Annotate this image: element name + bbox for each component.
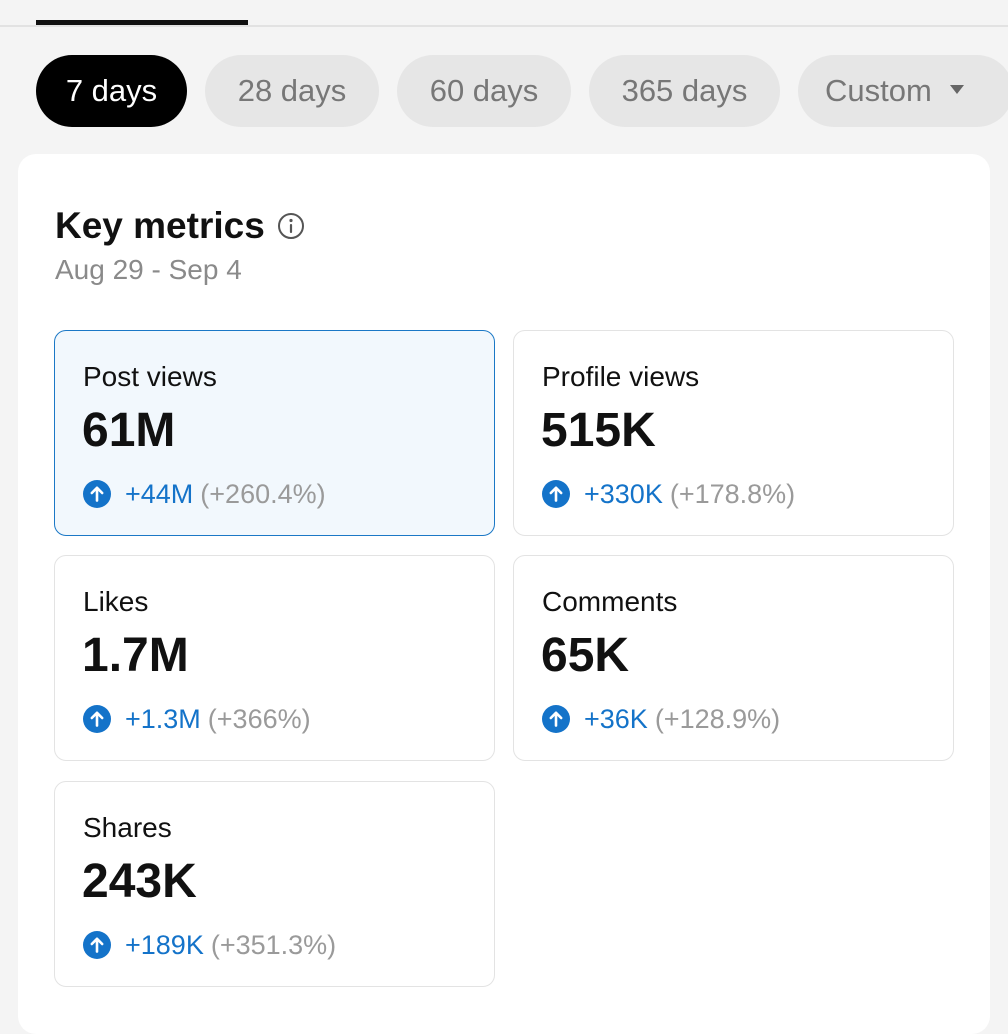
filter-label: 7 days: [65, 73, 158, 108]
page-title: Key metrics: [55, 205, 265, 246]
metric-change: +1.3M (+366%): [83, 702, 311, 736]
filter-365-days[interactable]: 365 days: [589, 55, 780, 127]
caret-down-icon: [949, 85, 964, 95]
metric-delta: +44M: [125, 478, 194, 509]
metric-delta-percent: (+178.8%): [669, 478, 796, 509]
metric-delta-percent: (+351.3%): [210, 929, 337, 960]
date-range: Aug 29 - Sep 4: [55, 254, 242, 285]
filter-label: 28 days: [237, 73, 347, 108]
metric-label: Shares: [83, 812, 172, 843]
arrow-up-circle-icon: [83, 705, 111, 733]
metric-change: +189K (+351.3%): [83, 928, 336, 962]
metric-change: +44M (+260.4%): [83, 477, 326, 511]
filter-label: 60 days: [429, 73, 539, 108]
metric-label: Likes: [83, 586, 149, 617]
metric-delta-percent: (+128.9%): [654, 703, 781, 734]
arrow-up-circle-icon: [83, 480, 111, 508]
metric-card-comments[interactable]: Comments 65K +36K (+128.9%): [513, 555, 954, 761]
metric-card-shares[interactable]: Shares 243K +189K (+351.3%): [54, 781, 495, 987]
metric-delta: +1.3M: [125, 703, 201, 734]
metric-label: Comments: [542, 586, 678, 617]
metric-card-post-views[interactable]: Post views 61M +44M (+260.4%): [54, 330, 495, 536]
metric-delta: +36K: [584, 703, 648, 734]
filter-60-days[interactable]: 60 days: [397, 55, 571, 127]
arrow-up-circle-icon: [542, 480, 570, 508]
metric-value: 243K: [82, 855, 197, 908]
filter-28-days[interactable]: 28 days: [205, 55, 379, 127]
metric-delta-percent: (+260.4%): [200, 478, 326, 509]
metric-change: +36K (+128.9%): [542, 702, 780, 736]
date-range-filters: 7 days 28 days 60 days 365 days Custom: [36, 55, 1008, 127]
key-metrics-header: Key metrics: [55, 204, 305, 248]
metric-card-likes[interactable]: Likes 1.7M +1.3M (+366%): [54, 555, 495, 761]
filter-label: 365 days: [621, 73, 748, 108]
active-tab-indicator: [36, 20, 248, 25]
filter-custom[interactable]: Custom: [798, 55, 1008, 127]
metric-value: 61M: [82, 404, 176, 457]
arrow-up-circle-icon: [542, 705, 570, 733]
metric-delta: +330K: [584, 478, 663, 509]
metric-card-profile-views[interactable]: Profile views 515K +330K (+178.8%): [513, 330, 954, 536]
metric-label: Post views: [83, 361, 217, 392]
tab-bar: [0, 0, 1008, 27]
info-icon[interactable]: [277, 212, 305, 240]
metric-delta-percent: (+366%): [207, 703, 311, 734]
metric-label: Profile views: [542, 361, 700, 392]
metric-value: 65K: [541, 629, 630, 682]
metric-delta: +189K: [125, 929, 204, 960]
metric-value: 1.7M: [82, 629, 189, 682]
metric-change: +330K (+178.8%): [542, 477, 795, 511]
metric-value: 515K: [541, 404, 656, 457]
arrow-up-circle-icon: [83, 931, 111, 959]
filter-7-days[interactable]: 7 days: [36, 55, 187, 127]
filter-label: Custom: [825, 73, 932, 108]
key-metrics-panel: Key metrics Aug 29 - Sep 4 Post views 61…: [18, 154, 990, 1034]
